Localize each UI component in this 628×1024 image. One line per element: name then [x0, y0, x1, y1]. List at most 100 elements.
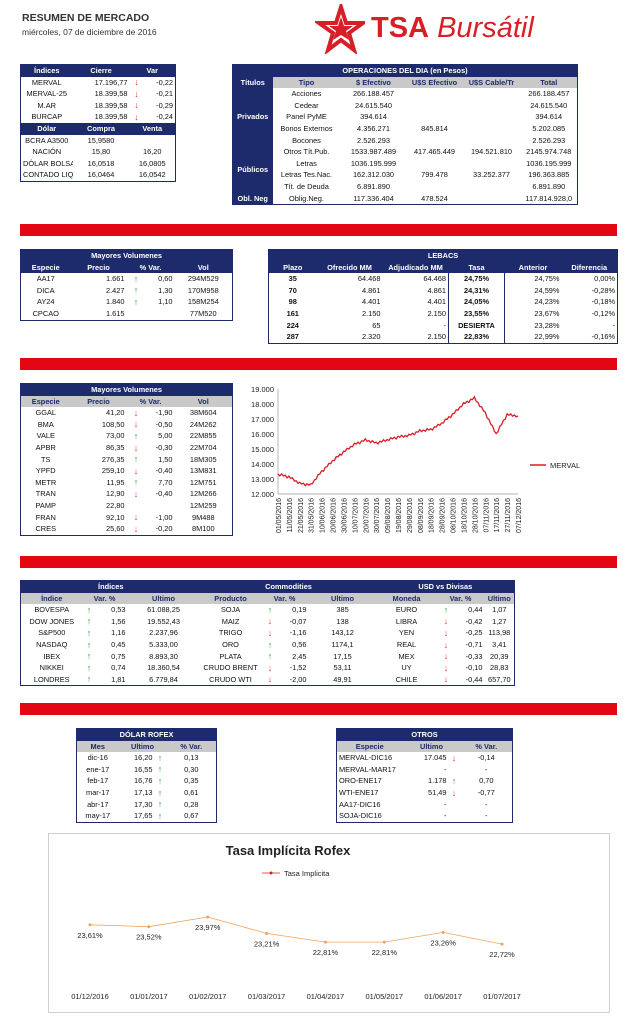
table-row: Cedear 24.615.540 24.615.540 — [233, 100, 578, 112]
lebac-cell: 24,31% — [448, 284, 505, 297]
variation-value: 0,53 — [111, 605, 126, 615]
lebacs-title: LEBACS — [268, 249, 618, 262]
lebac-cell: 4.401 — [362, 297, 381, 307]
operaciones-title: OPERACIONES DEL DIA (en Pesos) — [232, 64, 578, 77]
table-row: MERVAL-MAR17 - - — [337, 764, 513, 776]
mes: ene-17 — [86, 764, 110, 774]
oper-cell — [407, 158, 463, 170]
col-header: Precio — [70, 261, 127, 274]
indices_world-name: IBEX — [43, 651, 61, 661]
col-header: Ultimo — [484, 592, 515, 605]
arrow-down-icon: ↓ — [267, 674, 273, 685]
merval-series-line — [277, 395, 519, 487]
table-row: NASDAQ ↑ 0,45 5.333,00 ORO ↑ 0,56 1174,1 REAL ↓ -0… — [21, 639, 515, 651]
x-tick-label: 08/10/2016 — [451, 498, 458, 533]
arrow-down-icon: ↓ — [267, 627, 273, 638]
x-tick-label: 11/05/2016 — [287, 498, 294, 533]
lebac-cell: 2.150 — [427, 308, 447, 318]
ultimo-value: - — [444, 799, 447, 809]
dollar-sell — [130, 135, 176, 147]
volumen: 22M855 — [189, 431, 217, 441]
x-tick-label: 01/02/2017 — [189, 992, 227, 1001]
variation-value: -0,50 — [155, 419, 173, 429]
precio: 259,10 — [101, 466, 125, 476]
col-header: Var — [129, 64, 176, 77]
oper-cell: 196.363.885 — [528, 170, 570, 180]
oper-cell: 1533.987.489 — [350, 147, 397, 157]
divisas-last: 1,07 — [492, 605, 507, 615]
var-cell: ↓ -0,42 — [437, 616, 485, 628]
arrow-up-icon: ↑ — [267, 651, 273, 662]
especie: GGAL — [35, 408, 57, 418]
lebac-cell: 23,67% — [534, 308, 560, 318]
arrow-down-icon: ↓ — [134, 88, 139, 99]
arrow-up-icon: ↑ — [86, 651, 92, 662]
group-title: USD vs Divisas — [376, 580, 515, 593]
table-row: NACIÓN 15,80 16,20 — [21, 146, 176, 158]
especie: AA17-DIC16 — [339, 799, 381, 809]
commodities-name: PLATA — [219, 651, 242, 661]
lebac-cell: 24,75% — [534, 274, 560, 284]
table-row: BCRA A3500 15,9580 — [21, 135, 176, 147]
x-tick-label: 08/09/2016 — [418, 498, 425, 533]
data-label: 23,61% — [77, 931, 103, 940]
variation-value: -0,44 — [465, 674, 483, 684]
lebac-cell: 22,99% — [534, 332, 560, 342]
tasa-implicita-chart-frame — [48, 833, 610, 1013]
x-tick-label: 10/06/2016 — [320, 498, 327, 533]
table-row: mar-17 17,13 ↑ 0,61 — [77, 787, 217, 799]
divisas-name: LIBRA — [395, 616, 418, 626]
arrow-up-icon: ↑ — [133, 430, 139, 441]
oper-cell: 6.891.890 — [532, 181, 566, 191]
ultimo-cell: 17,65 ↑ — [119, 810, 167, 822]
oper-cell — [463, 193, 521, 205]
oper-cell: 2145.974.748 — [526, 147, 572, 157]
data-label: 22,81% — [313, 948, 339, 957]
arrow-up-icon: ↑ — [267, 639, 273, 650]
col-header: Ultimo — [402, 740, 461, 753]
mes: may-17 — [85, 811, 111, 821]
table-row: MERVAL 17.196,77 ↓ -0,22 — [21, 77, 176, 89]
precio: 92,10 — [106, 512, 125, 522]
lebac-cell: 22,83% — [448, 331, 505, 344]
variation-value: -0,22 — [156, 77, 173, 87]
mes: mar-17 — [86, 787, 110, 797]
oper-cell: 845.814 — [421, 123, 448, 133]
commodities-last: 143,12 — [331, 628, 354, 638]
arrow-down-icon: ↓ — [443, 639, 449, 650]
legend-marker — [269, 871, 273, 875]
x-tick-label: 01/05/2016 — [276, 498, 283, 533]
precio: 2.427 — [106, 285, 125, 295]
var-cell: ↑ 0,19 — [261, 604, 309, 616]
ultimo-value: 17.045 — [423, 753, 447, 763]
table-row: 35 64.468 64.468 24,75% 24,75% 0,00% — [269, 273, 618, 285]
tasa-implicita-line-chart: Tasa Implícita Rofex Tasa Implicita 23,61%… — [71, 843, 521, 1001]
col-header: Vol — [174, 261, 233, 274]
especie: MERVAL-DIC16 — [339, 753, 393, 763]
oper-cell — [463, 158, 521, 170]
table-row: TS 276,35 ↑ 1,50 18M305 — [21, 454, 233, 466]
var-cell: ↓ -0,25 — [437, 627, 485, 639]
ultimo-cell: 16,55 ↑ — [119, 764, 167, 776]
ultimo-cell: - — [403, 810, 461, 822]
ultimo-value: 17,13 — [134, 787, 153, 797]
col-header: Var. % — [82, 592, 127, 605]
operaciones-table: OPERACIONES DEL DIA (en Pesos) Títulos T… — [232, 64, 579, 206]
divisas-name: CHILE — [395, 674, 418, 684]
arrow-down-icon: ↓ — [133, 407, 139, 418]
col-header: Especie — [20, 395, 71, 408]
arrow-up-icon: ↑ — [157, 787, 163, 798]
x-tick-label: 01/12/2016 — [71, 992, 109, 1001]
var-cell: ↓ -0,21 — [130, 88, 176, 100]
table-row: dic-16 16,20 ↑ 0,13 — [77, 752, 217, 764]
variation-value: 2,45 — [292, 651, 307, 661]
var-cell: ↑ 7,70 — [127, 477, 175, 489]
volumen: 294M529 — [187, 274, 219, 284]
volumen: 22M704 — [189, 442, 217, 452]
divisas-last: 113,98 — [488, 628, 511, 638]
tsa-bursatil-logo: TSA Bursátil — [315, 4, 620, 54]
table-row: AA17 1.661 ↑ 0,60 294M529 — [21, 273, 233, 285]
variacion: 0,67 — [184, 811, 199, 821]
especie: METR — [35, 477, 57, 487]
commodities-name: ORO — [222, 639, 239, 649]
